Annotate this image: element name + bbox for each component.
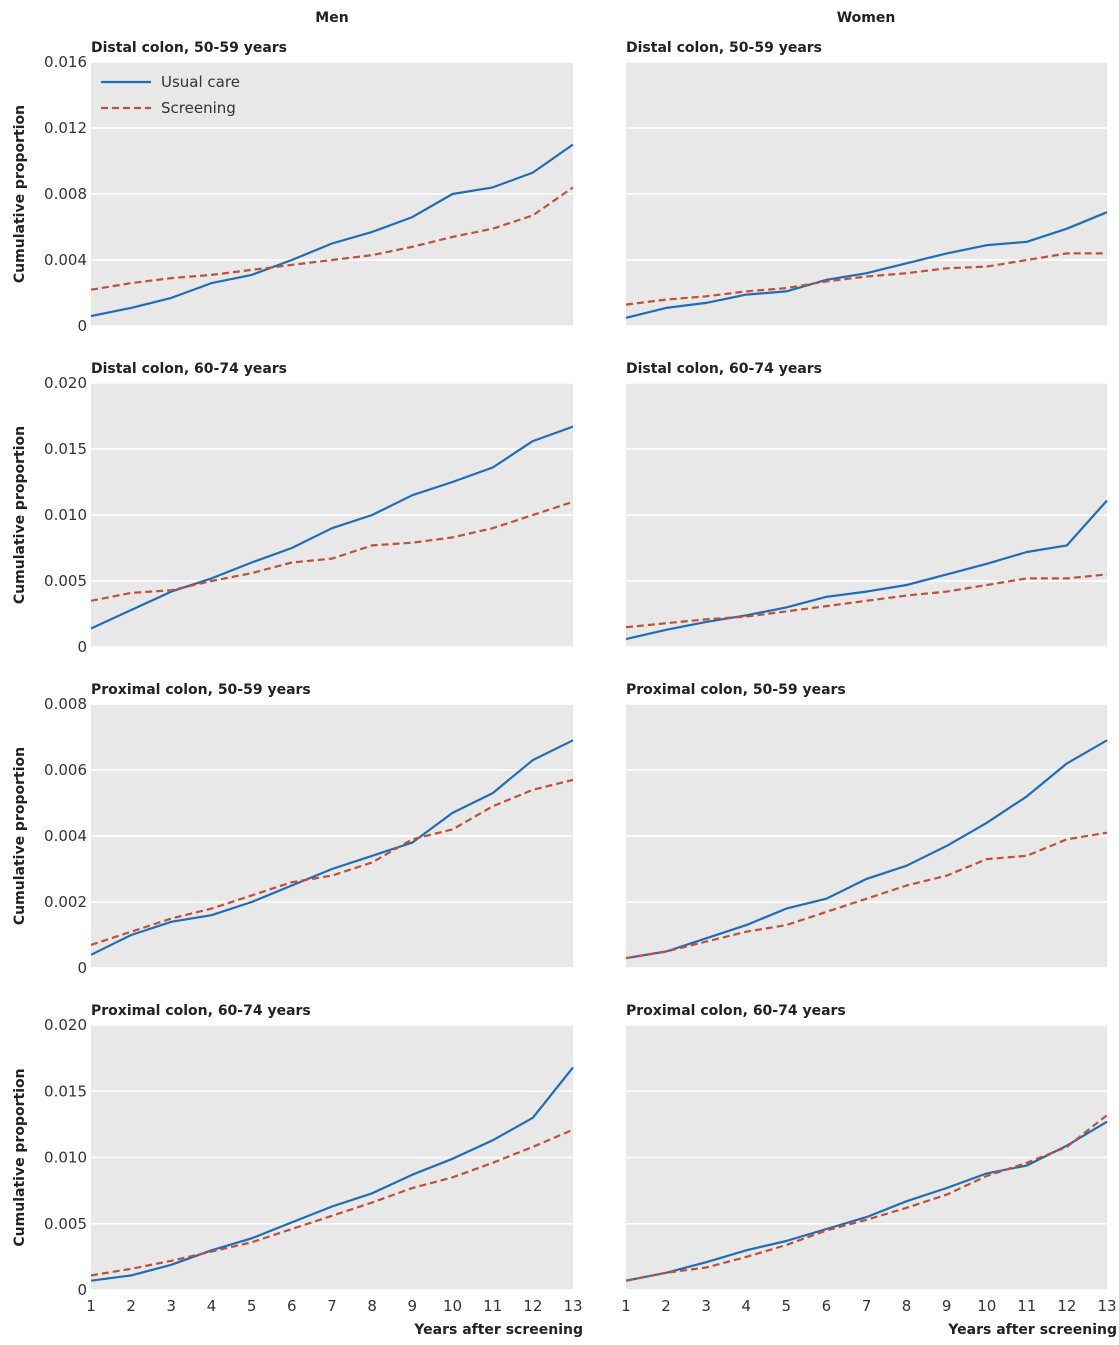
series-line-usual-care [90,739,574,956]
series-line-screening [625,1114,1108,1282]
y-tick-label: 0 [77,959,87,977]
legend-label-screening: Screening [161,99,236,117]
panel-title: Proximal colon, 50-59 years [91,682,311,698]
panel-title: Distal colon, 50-59 years [626,40,822,56]
y-tick-label: 0.020 [44,374,87,392]
x-tick-label: 12 [523,1297,542,1315]
y-tick-label: 0.015 [44,440,87,458]
y-tick-label: 0.002 [44,893,87,911]
y-axis-label: Cumulative proportion [12,747,28,925]
series-line-usual-care [90,1066,574,1282]
column-title-women: Women [837,10,896,26]
x-tick-label: 10 [977,1297,996,1315]
series-line-screening [90,1128,574,1277]
series-line-screening [90,500,574,602]
series-line-usual-care [625,1120,1108,1282]
chart-panel-2: Distal colon, 50-59 years [625,40,1108,327]
x-tick-label: 9 [942,1297,952,1315]
chart-panel-3: Distal colon, 60-74 years 0 0.005 0.010 0.01… [12,361,574,656]
x-tick-label: 3 [701,1297,711,1315]
x-tick-label: 10 [443,1297,462,1315]
y-tick-label: 0.010 [44,506,87,524]
y-tick-label: 0 [77,317,87,335]
panel-title: Distal colon, 50-59 years [91,40,287,56]
panel-title: Proximal colon, 60-74 years [626,1003,846,1019]
legend-label-usual-care: Usual care [161,73,240,91]
y-axis-label: Cumulative proportion [12,1068,28,1246]
x-tick-label: 5 [247,1297,257,1315]
series-line-usual-care [90,425,574,630]
y-tick-label: 0.008 [44,185,87,203]
y-tick-label: 0.010 [44,1149,87,1167]
x-tick-label: 4 [207,1297,217,1315]
x-tick-label: 13 [563,1297,582,1315]
y-tick-label: 0.015 [44,1082,87,1100]
panel-title: Distal colon, 60-74 years [626,361,822,377]
series-line-screening [625,252,1107,306]
x-tick-label: 11 [1017,1297,1036,1315]
x-tick-label: 1 [621,1297,631,1315]
x-tick-label: 2 [126,1297,136,1315]
series-line-usual-care [90,143,574,318]
y-axis-label: Cumulative proportion [12,105,28,283]
x-axis-label-women: Years after screening [947,1322,1117,1338]
series-line-usual-care [625,739,1108,960]
x-tick-label: 3 [167,1297,177,1315]
y-tick-label: 0.005 [44,1215,87,1233]
x-tick-label: 8 [902,1297,912,1315]
series-line-screening [90,186,574,291]
y-tick-label: 0.020 [44,1016,87,1034]
x-tick-label: 8 [367,1297,377,1315]
y-tick-label: 0.006 [44,761,87,779]
x-tick-label: 5 [782,1297,792,1315]
x-tick-label: 2 [661,1297,671,1315]
legend: Usual care Screening [101,73,240,117]
x-tick-label: 11 [483,1297,502,1315]
x-tick-label: 6 [287,1297,297,1315]
chart-panel-1: Distal colon, 50-59 years 0 0.004 0.008 0.01… [12,40,574,335]
series-line-screening [625,831,1108,960]
y-tick-label: 0 [77,1281,87,1299]
y-tick-label: 0.016 [44,53,87,71]
series-line-screening [625,573,1108,629]
chart-panel-4: Distal colon, 60-74 years [625,361,1108,648]
x-tick-label: 1 [86,1297,96,1315]
chart-panel-7: Proximal colon, 60-74 years 0 0.005 0.010 0.… [12,1003,583,1315]
x-tick-label: 6 [822,1297,832,1315]
y-tick-label: 0.008 [44,695,87,713]
y-tick-label: 0.012 [44,119,87,137]
x-tick-label: 12 [1057,1297,1076,1315]
y-tick-label: 0.004 [44,827,87,845]
y-tick-label: 0.005 [44,572,87,590]
y-tick-label: 0.004 [44,251,87,269]
x-tick-label: 13 [1097,1297,1116,1315]
chart-panels: Distal colon, 50-59 years 0 0.004 0.008 0.01… [12,40,1117,1315]
panel-title: Distal colon, 60-74 years [91,361,287,377]
x-tick-label: 4 [741,1297,751,1315]
y-tick-label: 0 [77,638,87,656]
x-tick-label: 7 [862,1297,872,1315]
x-axis-label-men: Years after screening [413,1322,583,1338]
panel-title: Proximal colon, 50-59 years [626,682,846,698]
x-tick-label: 7 [327,1297,337,1315]
column-title-men: Men [315,10,348,26]
panel-title: Proximal colon, 60-74 years [91,1003,311,1019]
chart-panel-5: Proximal colon, 50-59 years 0 0.002 0.004 0.… [12,682,574,977]
y-axis-label: Cumulative proportion [12,426,28,604]
series-line-usual-care [625,499,1108,641]
x-tick-label: 9 [408,1297,418,1315]
chart-panel-6: Proximal colon, 50-59 years [625,682,1108,969]
series-line-usual-care [625,211,1108,319]
